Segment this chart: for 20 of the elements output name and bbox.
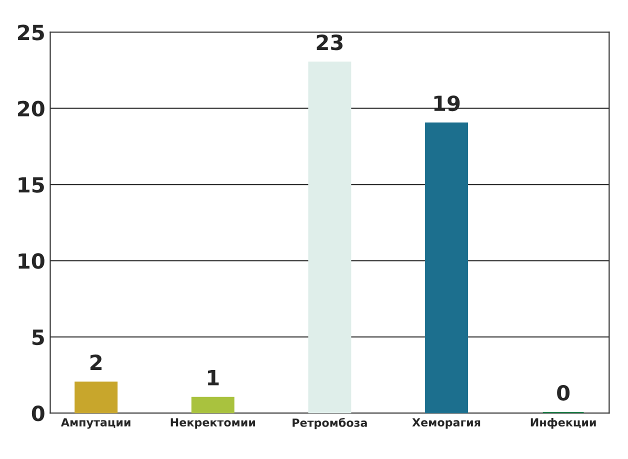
x-tick-label: Хеморагия: [412, 418, 480, 429]
x-tick-label: Ампутации: [60, 418, 130, 429]
y-tick-label: 0: [32, 406, 44, 422]
data-label: 1: [208, 370, 219, 386]
bar: [425, 122, 468, 414]
y-tick-label: 25: [18, 24, 44, 40]
bar: [308, 62, 352, 414]
bar: [191, 396, 234, 414]
data-label: 23: [316, 34, 343, 50]
x-tick-label: Инфекции: [530, 418, 596, 429]
data-label: 0: [557, 384, 570, 401]
bar: [74, 382, 118, 414]
y-tick-label: 15: [18, 177, 44, 193]
data-label: 19: [434, 95, 460, 112]
x-tick-label: Ретромбоза: [292, 418, 367, 430]
x-tick-label: Некректомии: [170, 418, 256, 429]
y-tick-label: 5: [32, 330, 44, 346]
y-tick-label: 10: [18, 253, 44, 269]
data-label: 2: [90, 354, 102, 370]
y-tick-label: 20: [18, 100, 44, 117]
